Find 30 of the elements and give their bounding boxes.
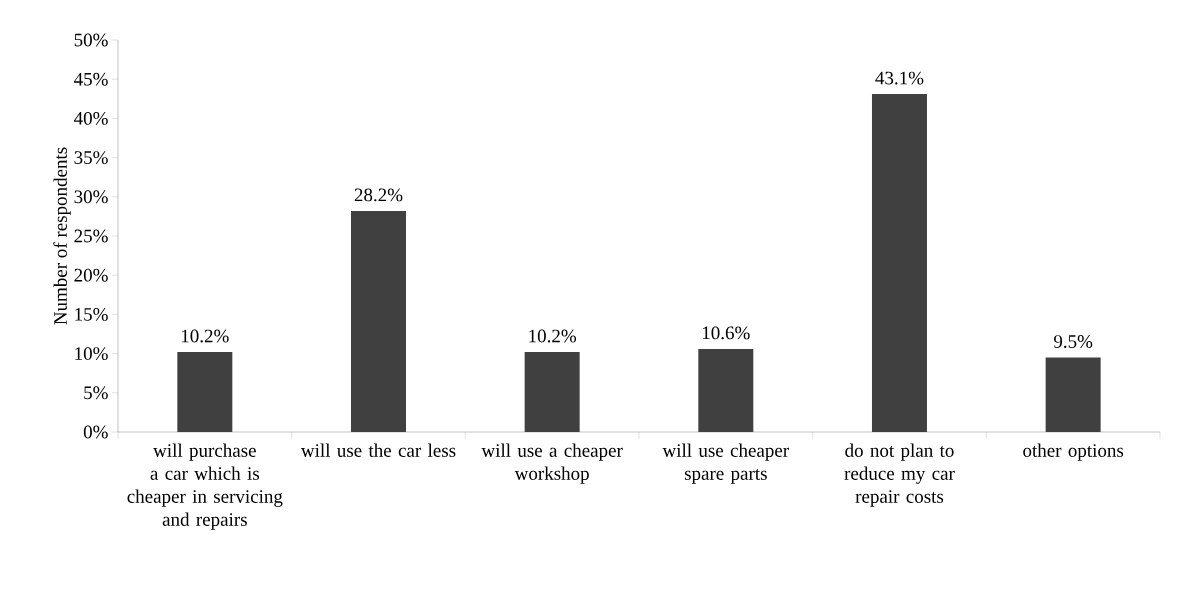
data-label: 10.2%	[181, 329, 229, 343]
bar	[524, 352, 580, 432]
bar	[351, 210, 406, 432]
y-tick-label: 40%	[74, 111, 108, 125]
x-tick-label: other options	[1023, 443, 1124, 461]
bar	[871, 94, 927, 432]
y-tick-label: 30%	[74, 190, 108, 204]
y-tick-label: 15%	[75, 307, 108, 321]
y-tick-label: 0%	[83, 425, 108, 439]
data-label: 28.2%	[354, 188, 403, 202]
x-tick-label: will use a cheaper workshop	[481, 443, 623, 484]
x-tick-label: will use the car less	[300, 443, 456, 457]
bar	[177, 352, 233, 432]
y-tick-label: 20%	[74, 268, 108, 282]
x-tick-label: do not plan to reduce my car repair costs	[844, 443, 955, 507]
y-tick-label: 35%	[74, 151, 108, 165]
y-tick-label: 45%	[74, 72, 108, 86]
data-label: 9.5%	[1053, 335, 1093, 348]
y-axis-title: Number of respondents	[53, 147, 71, 325]
data-label: 10.6%	[702, 326, 750, 340]
y-tick-label: 10%	[75, 347, 108, 361]
x-tick-label: will use cheaper spare parts	[662, 443, 789, 484]
data-label: 43.1%	[875, 71, 924, 85]
data-label: 10.2%	[529, 329, 577, 343]
bar	[698, 348, 754, 432]
x-tick-label: will purchase a car which is cheaper in servicing and repairs	[127, 443, 283, 530]
y-tick-label: 25%	[74, 229, 108, 243]
y-tick-label: 5%	[84, 386, 108, 400]
y-tick-label: 50%	[74, 33, 108, 47]
bar	[1045, 357, 1101, 432]
